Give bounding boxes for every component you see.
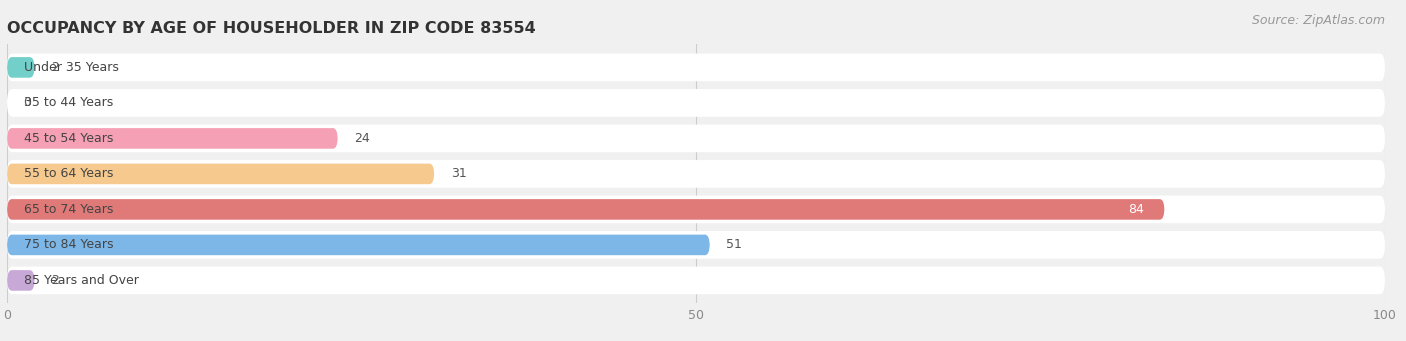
FancyBboxPatch shape (7, 54, 1385, 81)
Text: 2: 2 (51, 61, 59, 74)
Text: 45 to 54 Years: 45 to 54 Years (24, 132, 112, 145)
FancyBboxPatch shape (7, 164, 434, 184)
FancyBboxPatch shape (7, 235, 710, 255)
Text: 0: 0 (24, 97, 31, 109)
FancyBboxPatch shape (7, 124, 1385, 152)
Text: 24: 24 (354, 132, 370, 145)
Text: OCCUPANCY BY AGE OF HOUSEHOLDER IN ZIP CODE 83554: OCCUPANCY BY AGE OF HOUSEHOLDER IN ZIP C… (7, 21, 536, 36)
Text: Source: ZipAtlas.com: Source: ZipAtlas.com (1251, 14, 1385, 27)
FancyBboxPatch shape (7, 57, 35, 78)
FancyBboxPatch shape (7, 196, 1385, 223)
Text: 65 to 74 Years: 65 to 74 Years (24, 203, 112, 216)
FancyBboxPatch shape (7, 199, 1164, 220)
Text: 35 to 44 Years: 35 to 44 Years (24, 97, 112, 109)
Text: 85 Years and Over: 85 Years and Over (24, 274, 138, 287)
FancyBboxPatch shape (7, 160, 1385, 188)
Text: Under 35 Years: Under 35 Years (24, 61, 118, 74)
Text: 84: 84 (1128, 203, 1144, 216)
Text: 31: 31 (451, 167, 467, 180)
FancyBboxPatch shape (7, 89, 1385, 117)
FancyBboxPatch shape (7, 231, 1385, 259)
Text: 75 to 84 Years: 75 to 84 Years (24, 238, 112, 251)
FancyBboxPatch shape (7, 270, 35, 291)
Text: 51: 51 (727, 238, 742, 251)
FancyBboxPatch shape (7, 267, 1385, 294)
Text: 2: 2 (51, 274, 59, 287)
Text: 55 to 64 Years: 55 to 64 Years (24, 167, 112, 180)
FancyBboxPatch shape (7, 128, 337, 149)
